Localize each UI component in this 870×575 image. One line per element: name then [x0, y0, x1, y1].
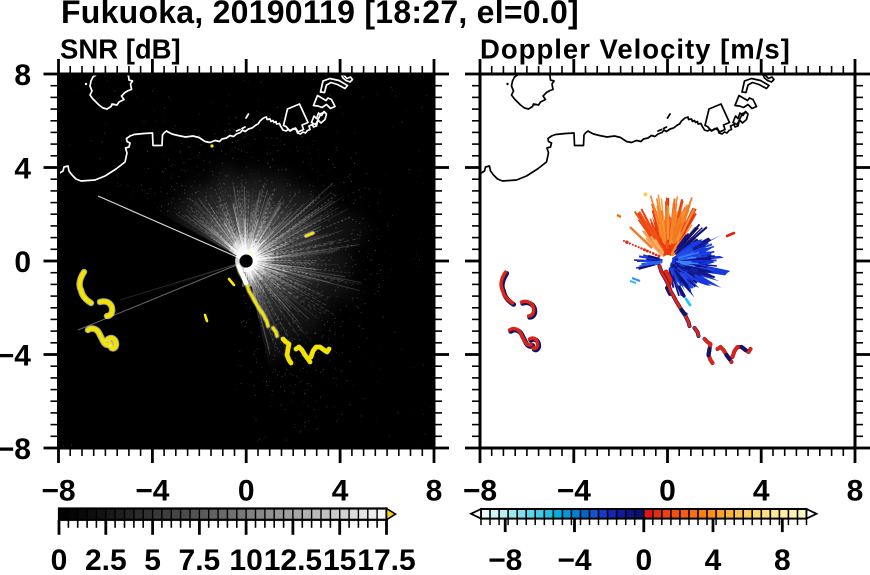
svg-text:−8: −8	[0, 433, 31, 466]
svg-text:0: 0	[659, 475, 676, 508]
svg-text:8: 8	[426, 475, 443, 508]
svg-text:4: 4	[14, 152, 31, 185]
svg-text:4: 4	[705, 544, 722, 570]
svg-text:12.5: 12.5	[264, 544, 322, 570]
svg-text:4: 4	[753, 475, 770, 508]
svg-text:0: 0	[51, 544, 68, 570]
svg-text:0: 0	[14, 246, 31, 279]
svg-text:17.5: 17.5	[357, 544, 415, 570]
svg-text:−8: −8	[488, 544, 522, 570]
svg-text:−4: −4	[135, 475, 170, 508]
svg-text:8: 8	[14, 59, 31, 92]
svg-text:−4: −4	[557, 475, 592, 508]
svg-text:8: 8	[774, 544, 791, 570]
svg-text:0: 0	[238, 475, 255, 508]
svg-text:10: 10	[229, 544, 262, 570]
svg-text:−8: −8	[41, 475, 75, 508]
svg-text:−4: −4	[557, 544, 592, 570]
svg-text:4: 4	[332, 475, 349, 508]
svg-text:Doppler Velocity [m/s]: Doppler Velocity [m/s]	[480, 34, 791, 65]
svg-text:Fukuoka, 20190119 [18:27, el=0: Fukuoka, 20190119 [18:27, el=0.0]	[61, 0, 579, 30]
svg-text:0: 0	[635, 544, 652, 570]
svg-text:2.5: 2.5	[85, 544, 127, 570]
svg-text:15: 15	[323, 544, 356, 570]
svg-text:−8: −8	[463, 475, 497, 508]
svg-text:7.5: 7.5	[179, 544, 221, 570]
svg-text:5: 5	[144, 544, 161, 570]
svg-text:8: 8	[847, 475, 864, 508]
svg-text:−4: −4	[0, 339, 31, 372]
svg-text:SNR [dB]: SNR [dB]	[60, 34, 181, 65]
